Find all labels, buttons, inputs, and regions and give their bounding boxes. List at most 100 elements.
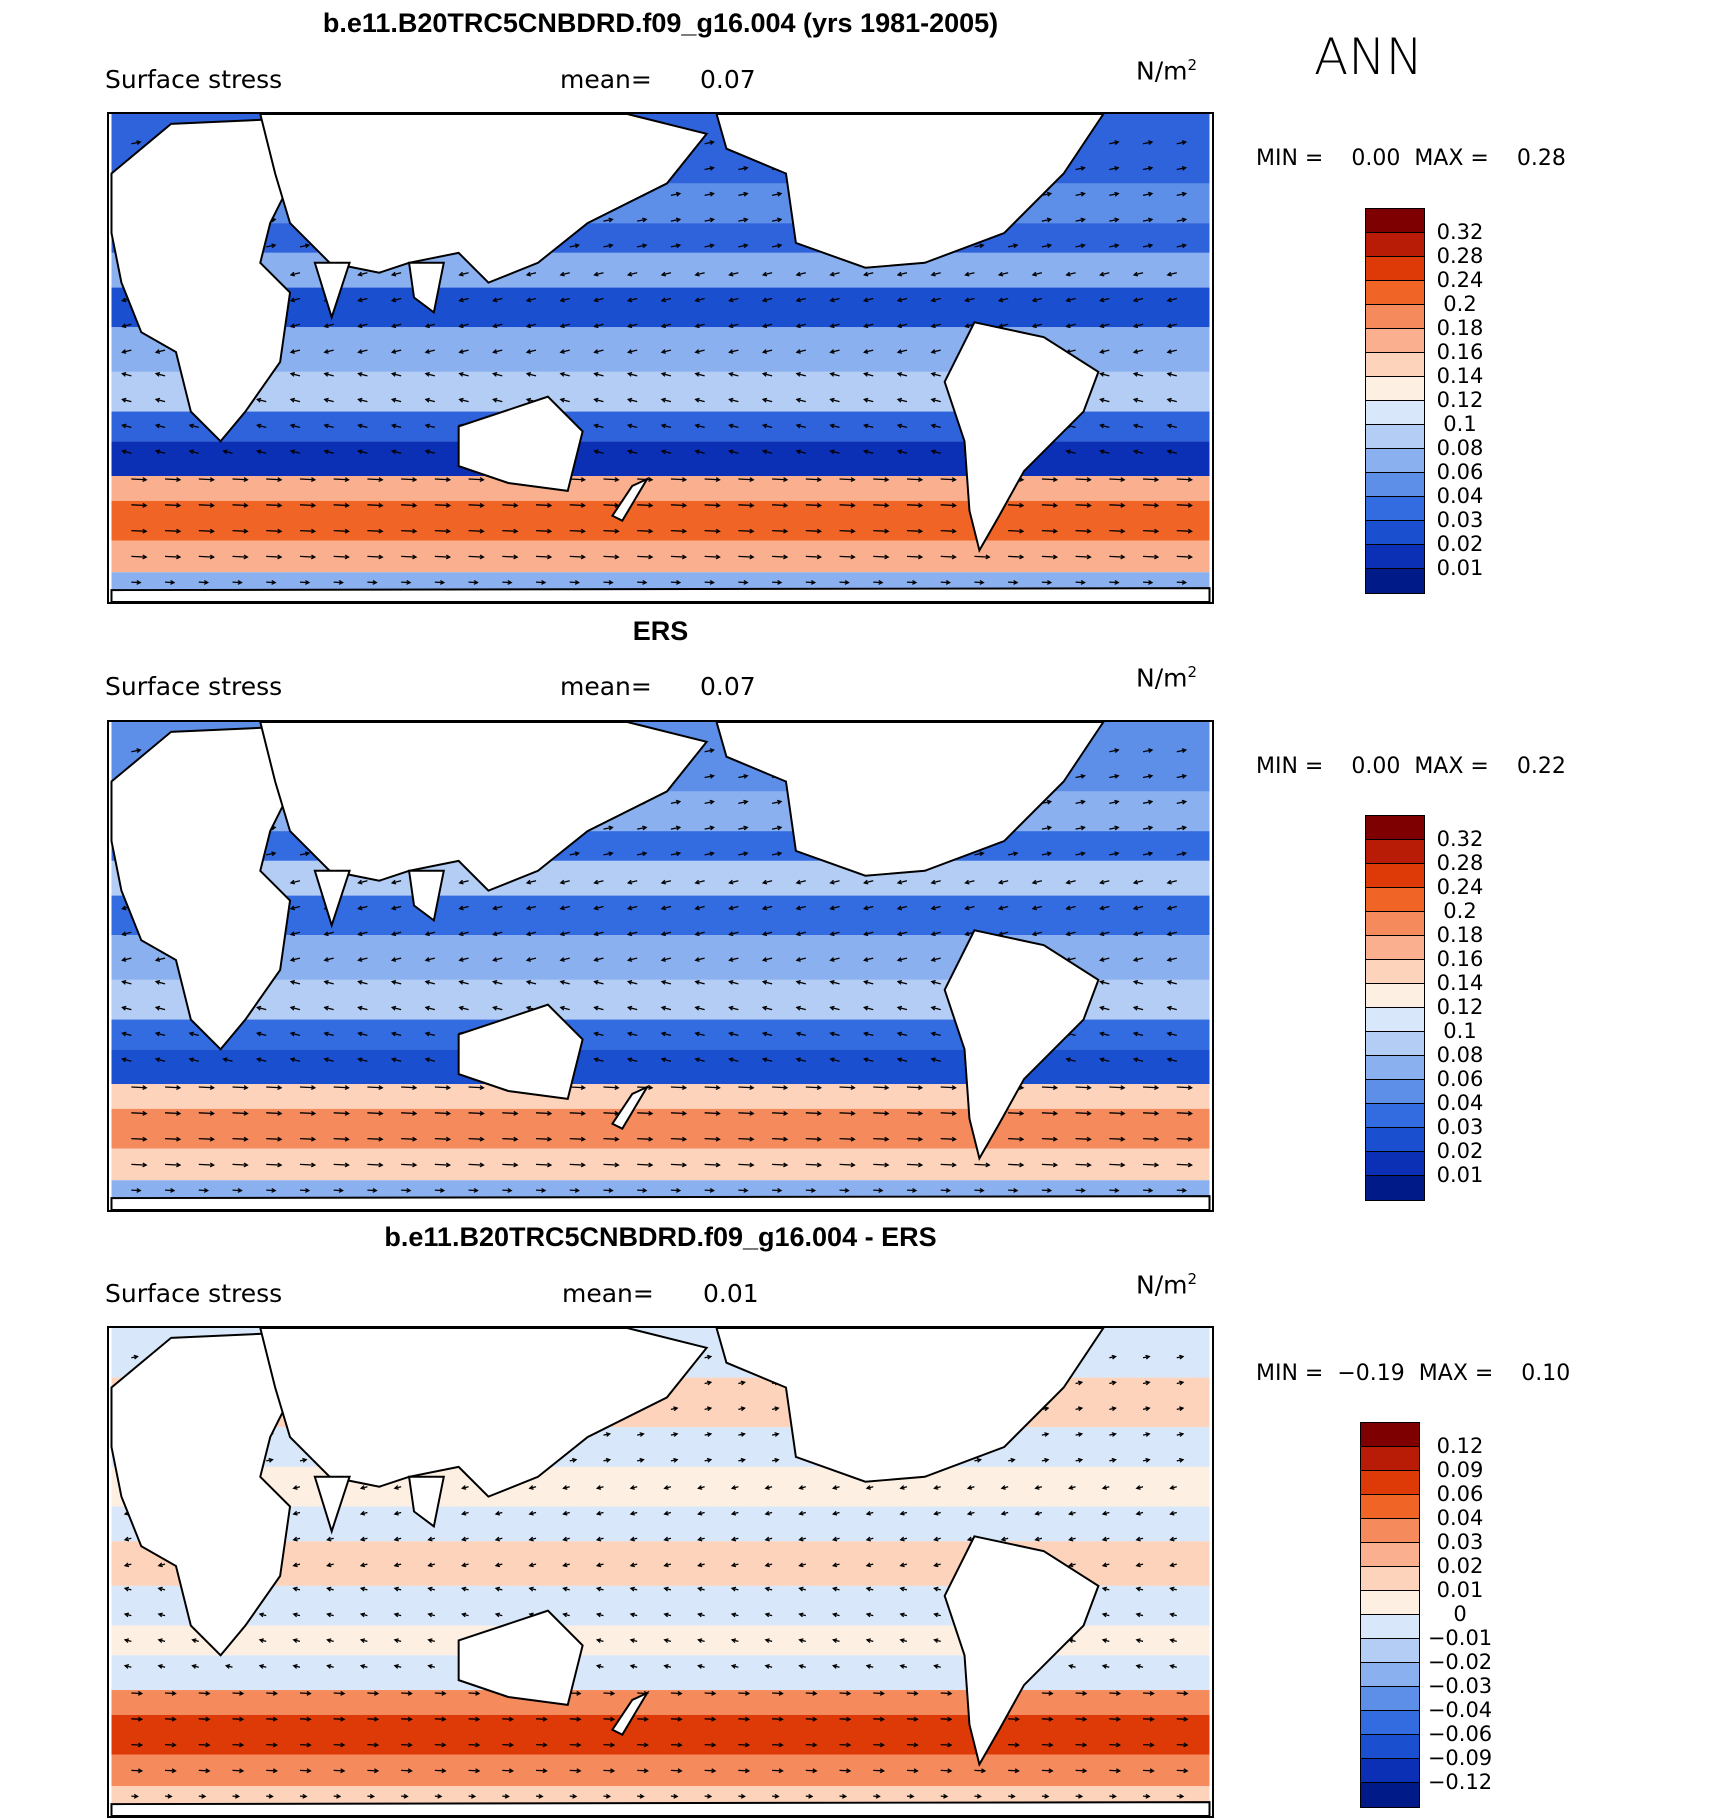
colorbar-swatch [1366, 1128, 1424, 1152]
colorbar-label: −0.06 [1427, 1722, 1493, 1746]
max-label: MAX = [1414, 146, 1489, 171]
landmass [407, 261, 445, 315]
colorbar-label: 0.18 [1436, 316, 1484, 340]
colorbar-swatch [1361, 1447, 1419, 1471]
units-base: N/m [1136, 663, 1188, 693]
max-value: 0.28 [1516, 146, 1566, 171]
colorbar-swatch [1366, 329, 1424, 353]
landmass [259, 722, 709, 892]
landmass [457, 1609, 584, 1707]
stress-band [111, 1084, 1210, 1109]
map-svg [110, 114, 1211, 602]
colorbar-label: −0.09 [1427, 1746, 1493, 1770]
colorbar-swatch [1366, 257, 1424, 281]
colorbar-label: 0.03 [1436, 1530, 1484, 1554]
colorbar-label: 0.06 [1436, 1482, 1484, 1506]
colorbar-swatch [1366, 353, 1424, 377]
colorbar-label: 0.02 [1436, 1139, 1484, 1163]
colorbar-swatch [1366, 377, 1424, 401]
min-label: MIN = [1256, 754, 1324, 779]
colorbar-swatch [1361, 1471, 1419, 1495]
stress-band [111, 860, 1210, 896]
landmass [313, 261, 351, 321]
landmass [110, 1195, 1211, 1210]
colorbar-swatch [1366, 305, 1424, 329]
colorbar-label: 0.1 [1443, 1019, 1477, 1043]
stress-band [111, 1506, 1210, 1542]
colorbar-swatch [1366, 840, 1424, 864]
colorbar-swatch [1366, 569, 1424, 593]
landmass [259, 114, 709, 284]
panel-2-colorbar [1365, 815, 1425, 1201]
stress-band [111, 540, 1210, 573]
colorbar-swatch [1366, 209, 1424, 233]
panel-1-map [107, 112, 1214, 604]
colorbar-swatch [1361, 1519, 1419, 1543]
landmass [457, 395, 584, 493]
colorbar-label: 0.32 [1436, 220, 1484, 244]
colorbar-swatch [1361, 1591, 1419, 1615]
max-value: 0.22 [1516, 754, 1566, 779]
min-value: −0.19 [1337, 1361, 1405, 1386]
panel-1-title: b.e11.B20TRC5CNBDRD.f09_g16.004 (yrs 198… [322, 8, 999, 38]
panel-1-minmax: MIN = 0.00 MAX = 0.28 [1256, 146, 1566, 171]
panel-2-units: N/m2 [1136, 663, 1197, 692]
colorbar-swatch [1361, 1735, 1419, 1759]
panel-2-field-label: Surface stress [105, 672, 283, 701]
colorbar-swatch [1361, 1663, 1419, 1687]
colorbar-label: 0.04 [1436, 1091, 1484, 1115]
panel-2-title: ERS [632, 616, 689, 646]
panel-3-title: b.e11.B20TRC5CNBDRD.f09_g16.004 - ERS [384, 1222, 937, 1252]
landmass [943, 929, 1100, 1162]
units-exp: 2 [1187, 56, 1198, 74]
colorbar-swatch [1366, 984, 1424, 1008]
colorbar-label: 0.14 [1436, 971, 1484, 995]
units-base: N/m [1136, 56, 1188, 86]
landmass [610, 1690, 650, 1736]
colorbar-label: −0.12 [1427, 1770, 1493, 1794]
colorbar-swatch [1366, 888, 1424, 912]
colorbar-swatch [1366, 816, 1424, 840]
max-value: 0.10 [1521, 1361, 1571, 1386]
landmass [110, 587, 1211, 602]
stress-band [111, 1714, 1210, 1755]
colorbar-swatch [1366, 1080, 1424, 1104]
panel-1-mean-value: 0.07 [700, 65, 756, 94]
colorbar-swatch [1366, 1152, 1424, 1176]
colorbar-swatch [1361, 1759, 1419, 1783]
landmass [943, 321, 1100, 554]
colorbar-label: 0.28 [1436, 244, 1484, 268]
colorbar-swatch [1366, 449, 1424, 473]
stress-band [111, 223, 1210, 253]
stress-band [111, 1690, 1210, 1715]
colorbar-swatch [1366, 281, 1424, 305]
colorbar-label: −0.02 [1427, 1650, 1493, 1674]
colorbar-label: 0.1 [1443, 412, 1477, 436]
landmass [715, 1328, 1105, 1483]
landmass [610, 1084, 650, 1130]
colorbar-label: 0.14 [1436, 364, 1484, 388]
colorbar-label: 0.16 [1436, 947, 1484, 971]
panel-2-mean-value: 0.07 [700, 672, 756, 701]
colorbar-label: 0.04 [1436, 484, 1484, 508]
colorbar-swatch [1366, 936, 1424, 960]
colorbar-label: 0.12 [1436, 995, 1484, 1019]
colorbar-label: 0.16 [1436, 340, 1484, 364]
colorbar-swatch [1361, 1495, 1419, 1519]
max-label: MAX = [1418, 1361, 1494, 1386]
min-value: 0.00 [1351, 754, 1401, 779]
landmass [610, 476, 650, 522]
stress-band [111, 476, 1210, 501]
map-svg [110, 722, 1211, 1210]
panel-3-colorbar [1360, 1422, 1420, 1808]
colorbar-swatch [1366, 545, 1424, 569]
colorbar-swatch [1366, 864, 1424, 888]
panel-1-colorbar [1365, 208, 1425, 594]
panel-2-map [107, 720, 1214, 1212]
colorbar-label: 0.2 [1443, 899, 1477, 923]
stress-band [111, 252, 1210, 288]
colorbar-swatch [1361, 1567, 1419, 1591]
stress-band [111, 500, 1210, 541]
colorbar-swatch [1361, 1543, 1419, 1567]
landmass [407, 869, 445, 923]
